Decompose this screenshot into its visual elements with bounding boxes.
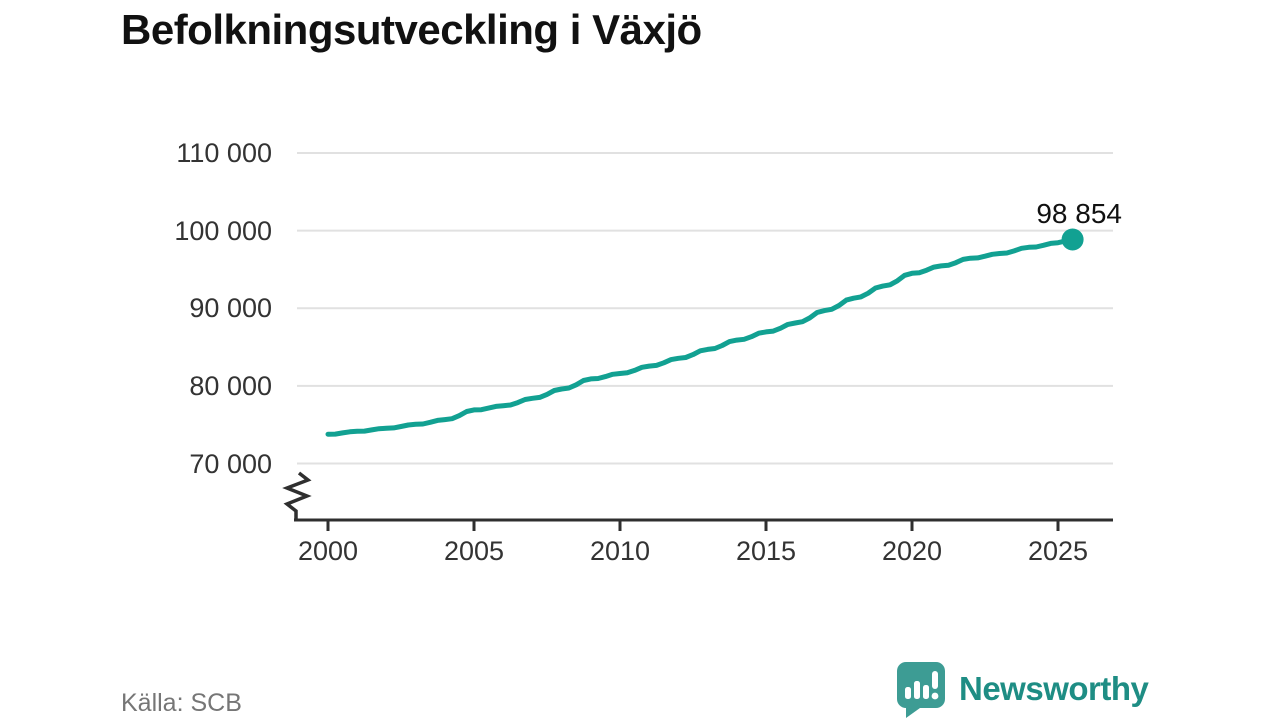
source-note: Källa: SCB (121, 689, 242, 717)
y-axis-tick-label: 110 000 (176, 138, 272, 168)
end-point-value-label: 98 854 (1036, 198, 1122, 229)
newsworthy-wordmark: Newsworthy (959, 670, 1149, 707)
x-axis-tick-label: 2025 (1027, 536, 1089, 566)
y-axis-tick-label: 90 000 (189, 293, 272, 324)
x-axis-tick-label: 2005 (443, 536, 505, 566)
population-line (325, 237, 1076, 437)
x-axis-tick-label: 2020 (881, 536, 943, 566)
x-axis-tick-label: 2000 (297, 536, 359, 566)
newsworthy-branding: Newsworthy (894, 660, 1149, 718)
axis-break-icon (282, 471, 312, 519)
end-point-marker (1061, 228, 1084, 251)
page-title: Befolkningsutveckling i Växjö (121, 6, 702, 53)
y-axis-tick-label: 70 000 (189, 448, 272, 479)
newsworthy-bar-chart-bubble-icon (897, 662, 945, 718)
x-axis-tick-label: 2010 (589, 536, 651, 566)
y-axis-tick-label: 80 000 (189, 370, 272, 401)
y-axis-tick-label: 100 000 (174, 215, 272, 246)
x-axis-tick-label: 2015 (735, 536, 797, 566)
